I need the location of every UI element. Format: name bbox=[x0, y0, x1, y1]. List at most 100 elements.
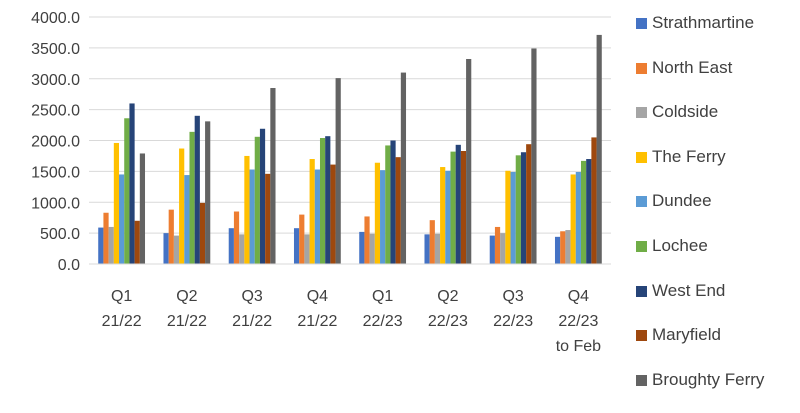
x-tick-label: 21/22 bbox=[297, 313, 337, 330]
bar-lochee bbox=[450, 151, 456, 264]
x-tick-label: Q4 bbox=[568, 288, 589, 305]
bar-west-end bbox=[455, 144, 461, 264]
legend-swatch bbox=[636, 240, 647, 252]
bar-broughty-ferry bbox=[139, 153, 146, 264]
legend-item: North East bbox=[636, 57, 800, 102]
bar-the-ferry bbox=[440, 167, 446, 264]
bar-coldside bbox=[239, 234, 245, 264]
bar-chart: 0.0 500.0 1000.0 1500.0 2000.0 2500.0 3000.0 35… bbox=[31, 10, 611, 355]
bar-the-ferry bbox=[309, 159, 315, 264]
bar-lochee bbox=[319, 138, 326, 264]
bar-dundee bbox=[510, 171, 516, 264]
x-tick-label: to Feb bbox=[556, 338, 601, 355]
bar-maryfield bbox=[526, 144, 532, 264]
x-tick-label: 21/22 bbox=[167, 313, 207, 330]
x-tick-label: Q2 bbox=[176, 288, 197, 305]
bar-west-end bbox=[259, 128, 266, 264]
bar-maryfield bbox=[395, 157, 401, 264]
legend-swatch bbox=[636, 151, 647, 163]
y-tick-label: 500.0 bbox=[40, 226, 80, 243]
bar-lochee bbox=[254, 136, 260, 264]
bar-west-end bbox=[390, 140, 396, 264]
bar-strathmartine bbox=[293, 228, 300, 264]
bar-broughty-ferry bbox=[531, 48, 537, 264]
bar-maryfield bbox=[134, 220, 140, 264]
legend-swatch bbox=[636, 107, 647, 119]
legend-label: Lochee bbox=[652, 235, 708, 255]
bar-the-ferry bbox=[570, 174, 576, 264]
bar-maryfield bbox=[330, 164, 336, 264]
bars bbox=[98, 34, 602, 265]
bar-coldside bbox=[369, 233, 375, 264]
y-tick-label: 2000.0 bbox=[31, 134, 80, 151]
bar-dundee bbox=[380, 170, 386, 264]
bar-maryfield bbox=[460, 151, 467, 264]
y-tick-label: 3500.0 bbox=[31, 41, 80, 58]
bar-broughty-ferry bbox=[596, 34, 602, 264]
legend-item: Lochee bbox=[636, 235, 800, 280]
legend-swatch bbox=[636, 196, 647, 208]
legend-swatch bbox=[636, 330, 647, 342]
legend-item: Dundee bbox=[636, 190, 800, 235]
legend-item: Broughty Ferry bbox=[636, 369, 800, 413]
bar-strathmartine bbox=[228, 228, 234, 264]
x-tick-label: Q3 bbox=[502, 288, 523, 305]
bar-north-east bbox=[103, 212, 109, 264]
bar-dundee bbox=[184, 175, 190, 264]
bar-the-ferry bbox=[179, 148, 185, 264]
bar-west-end bbox=[194, 115, 200, 264]
legend-swatch bbox=[636, 62, 647, 74]
y-tick-label: 1500.0 bbox=[31, 164, 80, 181]
legend-swatch bbox=[636, 285, 647, 297]
bar-west-end bbox=[129, 103, 135, 264]
gridlines bbox=[89, 16, 611, 234]
bar-the-ferry bbox=[505, 170, 511, 264]
bar-strathmartine bbox=[359, 231, 365, 264]
bar-dundee bbox=[249, 169, 255, 264]
legend-label: The Ferry bbox=[652, 146, 726, 166]
bar-the-ferry bbox=[244, 155, 250, 264]
bar-lochee bbox=[385, 145, 391, 264]
bar-coldside bbox=[173, 235, 180, 264]
legend-label: Dundee bbox=[652, 191, 712, 211]
bar-north-east bbox=[364, 216, 370, 264]
legend-item: Maryfield bbox=[636, 324, 800, 369]
x-tick-label: Q1 bbox=[111, 288, 132, 305]
bar-coldside bbox=[108, 226, 114, 264]
bar-dundee bbox=[314, 169, 320, 264]
bar-broughty-ferry bbox=[400, 72, 407, 264]
legend-swatch bbox=[636, 18, 647, 29]
bar-broughty-ferry bbox=[205, 121, 211, 264]
bar-dundee bbox=[575, 171, 581, 264]
bar-lochee bbox=[189, 131, 195, 264]
y-tick-label: 2500.0 bbox=[31, 103, 80, 120]
legend-item: The Ferry bbox=[636, 146, 800, 191]
x-tick-label: 22/23 bbox=[363, 313, 403, 330]
x-tick-label: 22/23 bbox=[558, 313, 598, 330]
bar-dundee bbox=[119, 174, 125, 264]
x-tick-label: 21/22 bbox=[102, 313, 142, 330]
bar-north-east bbox=[233, 211, 240, 264]
bar-north-east bbox=[560, 231, 566, 264]
bar-west-end bbox=[520, 152, 527, 264]
legend-item: Coldside bbox=[636, 101, 800, 146]
x-tick-label: Q4 bbox=[307, 288, 328, 305]
bar-maryfield bbox=[265, 173, 271, 264]
legend-label: Coldside bbox=[652, 102, 719, 122]
legend-label: Broughty Ferry bbox=[652, 369, 765, 389]
x-tick-label: Q3 bbox=[241, 288, 262, 305]
bar-strathmartine bbox=[424, 234, 430, 264]
bar-north-east bbox=[429, 220, 435, 264]
bar-north-east bbox=[299, 214, 305, 264]
bar-lochee bbox=[580, 160, 587, 264]
bar-lochee bbox=[515, 155, 521, 264]
bar-strathmartine bbox=[98, 227, 104, 264]
x-tick-label: 22/23 bbox=[428, 313, 468, 330]
legend-item: Strathmartine bbox=[636, 12, 800, 57]
bar-west-end bbox=[325, 136, 331, 264]
bar-strathmartine bbox=[163, 233, 169, 265]
x-tick-label: 21/22 bbox=[232, 313, 272, 330]
bar-broughty-ferry bbox=[270, 88, 276, 264]
bar-the-ferry bbox=[374, 162, 381, 264]
bar-maryfield bbox=[591, 137, 597, 264]
